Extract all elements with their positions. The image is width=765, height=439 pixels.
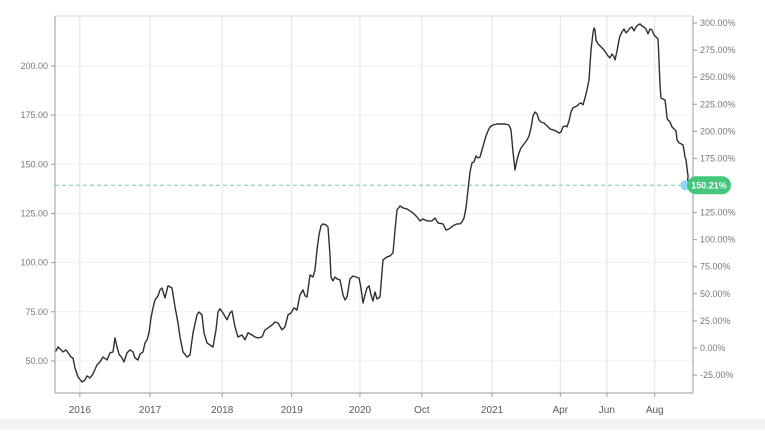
y-axis-left-label: 50.00 [25,356,48,366]
y-axis-right-label: 275.00% [700,45,736,55]
x-axis-label: 2020 [349,405,372,416]
y-axis-left-label: 100.00 [20,258,48,268]
x-axis-label: 2019 [281,405,304,416]
x-axis-label: Apr [553,405,569,416]
price-line-series [55,23,689,383]
y-axis-right-label: 125.00% [700,208,736,218]
x-axis-label: 2017 [139,405,162,416]
grid [55,16,693,393]
y-axis-right-label: 75.00% [700,262,731,272]
x-axis-label: Oct [414,405,430,416]
time-axis[interactable]: 2016 2017 2018 2019 2020 Oct 2021 Apr Jun Aug [69,393,664,416]
y-axis-left-label: 175.00 [20,110,48,120]
y-axis-right-label: 250.00% [700,72,736,82]
y-axis-right-label: 200.00% [700,126,736,136]
x-axis-label: Jun [599,405,615,416]
x-axis-label: 2021 [481,405,504,416]
x-axis-label: Aug [646,405,664,416]
y-axis-right-label: 25.00% [700,316,731,326]
y-axis-right-label: 50.00% [700,289,731,299]
y-axis-left-label: 75.00 [25,307,48,317]
y-axis-left-label: 200.00 [20,61,48,71]
last-value-badge-label: 150.21% [691,180,727,190]
plot-frame [54,15,694,394]
y-axis-right-scale[interactable]: 300.00% 275.00% 250.00% 225.00% 200.00% 175.0… [693,18,736,380]
y-axis-right-label: 0.00% [700,343,726,353]
x-axis-label: 2018 [211,405,234,416]
y-axis-right-label: -25.00% [700,370,734,380]
y-axis-right-label: 175.00% [700,153,736,163]
y-axis-left-label: 125.00 [20,208,48,218]
last-value-badge-pill [687,176,731,195]
y-axis-left-scale[interactable]: 200.00 175.00 150.00 125.00 100.00 75.00 50.00 [20,61,55,366]
y-axis-left-label: 150.00 [20,159,48,169]
page-background-band [0,419,765,430]
last-value-badge: 150.21% [687,176,731,195]
y-axis-right-label: 300.00% [700,18,736,28]
y-axis-right-label: 225.00% [700,99,736,109]
x-axis-label: 2016 [69,405,92,416]
y-axis-right-label: 100.00% [700,235,736,245]
